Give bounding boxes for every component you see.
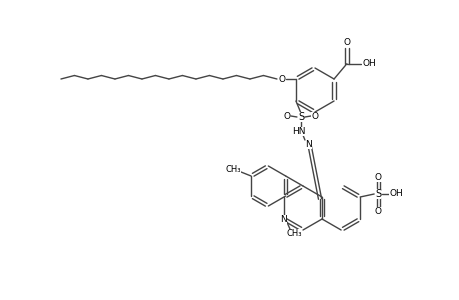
Text: HN: HN <box>291 127 305 136</box>
Text: CH₃: CH₃ <box>285 229 301 238</box>
Text: S: S <box>374 189 381 199</box>
Text: O: O <box>278 74 285 83</box>
Text: S: S <box>297 112 303 122</box>
Text: OH: OH <box>361 59 375 68</box>
Text: O: O <box>283 112 290 121</box>
Text: OH: OH <box>388 190 402 199</box>
Text: N: N <box>305 140 312 148</box>
Text: O: O <box>374 206 381 215</box>
Text: O: O <box>311 112 318 121</box>
Text: N: N <box>280 214 287 224</box>
Text: O: O <box>343 38 350 47</box>
Text: CH₃: CH₃ <box>225 164 240 173</box>
Text: O: O <box>374 172 381 182</box>
